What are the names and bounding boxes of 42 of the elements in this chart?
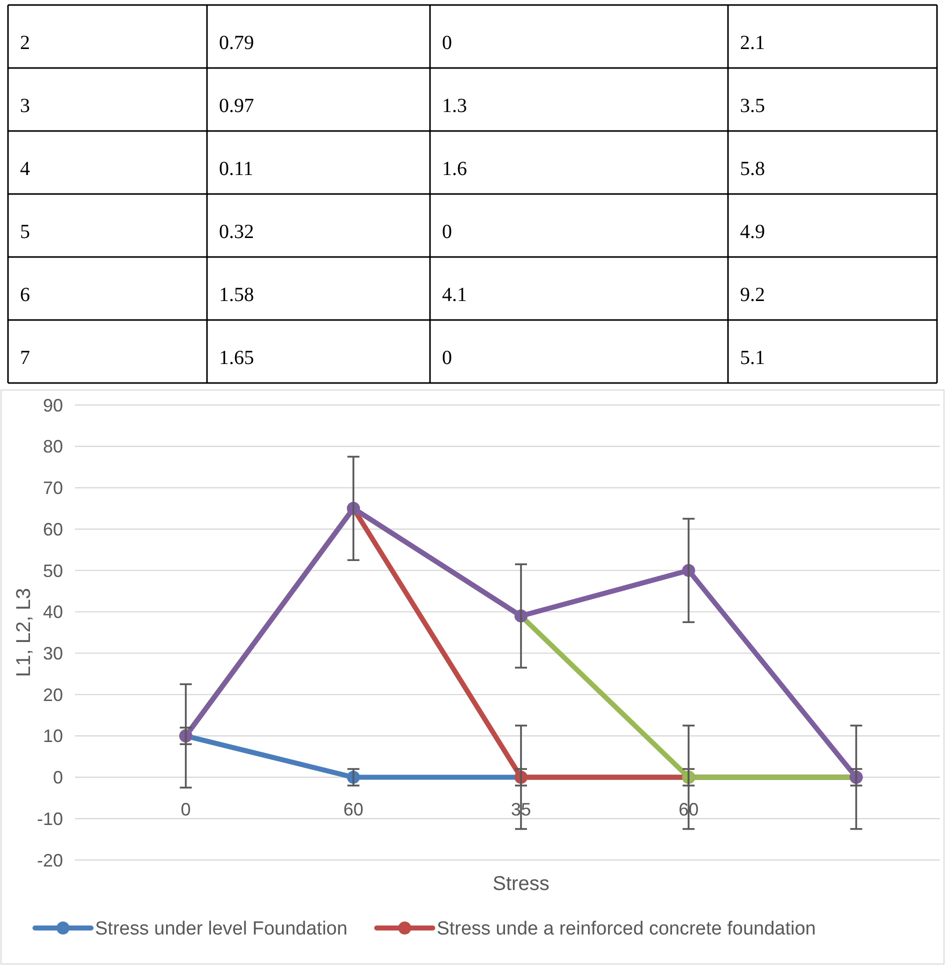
data-label: 3.5 — [740, 95, 765, 117]
y-tick-label: -10 — [36, 808, 63, 829]
x-tick-label: 0 — [180, 799, 191, 820]
data-label: 0.11 — [219, 158, 254, 180]
y-tick-label: 90 — [42, 395, 63, 416]
data-label: 5.8 — [740, 158, 765, 180]
data-label: 0 — [442, 347, 452, 369]
data-label: 2.1 — [740, 32, 765, 54]
data-label: 0 — [442, 221, 452, 243]
y-tick-label: 6 — [20, 284, 30, 306]
data-label: 0.32 — [219, 221, 254, 243]
y-tick-label: -20 — [36, 850, 63, 870]
data-label: 0 — [442, 32, 452, 54]
data-label: 0.79 — [219, 32, 254, 54]
y-tick-label: 10 — [42, 726, 63, 746]
x-tick-label: 60 — [343, 799, 364, 820]
y-tick-label: 4 — [20, 158, 30, 180]
y-tick-label: 20 — [42, 684, 63, 705]
y-tick-label: 50 — [42, 560, 63, 581]
data-label: 1.6 — [442, 158, 467, 180]
y-tick-label: 2 — [20, 32, 30, 54]
data-label: 4.9 — [740, 221, 765, 243]
legend-label: Stress under level Foundation — [95, 918, 348, 940]
data-label: 4.1 — [442, 284, 467, 306]
y-axis-title: L1, L2, L3 — [13, 588, 35, 677]
data-label: 9.2 — [740, 284, 765, 306]
data-label: 5.1 — [740, 347, 765, 369]
legend-label: Stress unde a reinforced concrete foundation — [436, 918, 816, 940]
data-label: 0.97 — [219, 95, 254, 117]
y-tick-label: 0 — [52, 768, 63, 788]
y-tick-label: 60 — [42, 519, 63, 540]
y-tick-label: 30 — [42, 643, 63, 664]
y-tick-label: 7 — [20, 347, 30, 369]
data-label: 1.65 — [219, 347, 254, 369]
y-tick-label: 5 — [20, 221, 30, 243]
data-label: 1.58 — [219, 284, 254, 306]
data-label: 1.3 — [442, 95, 467, 117]
y-tick-label: 80 — [42, 436, 63, 457]
y-tick-label: 3 — [20, 95, 30, 117]
x-axis-title: Stress — [492, 873, 550, 895]
y-tick-label: 40 — [42, 602, 63, 622]
y-tick-label: 70 — [42, 478, 63, 498]
